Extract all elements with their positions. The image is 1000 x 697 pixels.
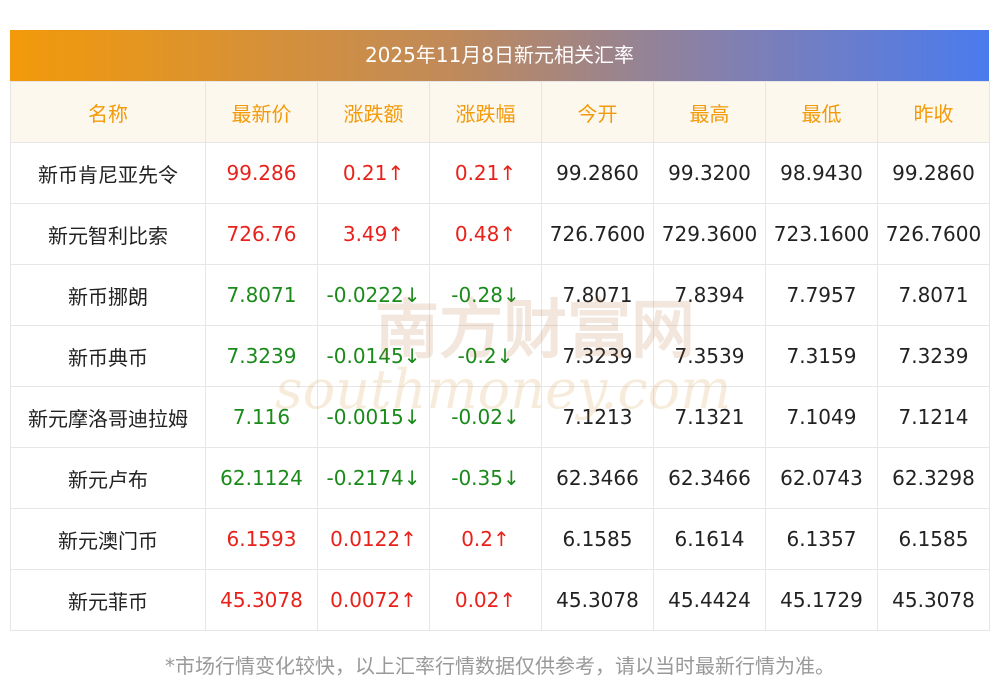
cell-latest: 45.3078 — [205, 569, 318, 631]
table-body: 新币肯尼亚先令 99.286 0.21↑ 0.21↑ 99.2860 99.32… — [10, 142, 990, 631]
cell-name: 新币典币 — [10, 325, 206, 387]
table-row: 新币挪朗 7.8071 -0.0222↓ -0.28↓ 7.8071 7.839… — [10, 264, 990, 326]
header-name: 名称 — [10, 81, 206, 143]
cell-change: 3.49↑ — [317, 203, 430, 265]
cell-high: 729.3600 — [653, 203, 766, 265]
cell-prev: 62.3298 — [877, 447, 990, 509]
cell-low: 7.1049 — [765, 386, 878, 448]
cell-open: 7.8071 — [541, 264, 654, 326]
cell-open: 726.7600 — [541, 203, 654, 265]
cell-pct: 0.48↑ — [429, 203, 542, 265]
cell-prev: 99.2860 — [877, 142, 990, 204]
cell-name: 新元菲币 — [10, 569, 206, 631]
header-high: 最高 — [653, 81, 766, 143]
cell-open: 45.3078 — [541, 569, 654, 631]
cell-latest: 7.3239 — [205, 325, 318, 387]
cell-open: 62.3466 — [541, 447, 654, 509]
cell-latest: 7.116 — [205, 386, 318, 448]
cell-pct: -0.35↓ — [429, 447, 542, 509]
cell-name: 新元智利比索 — [10, 203, 206, 265]
cell-low: 723.1600 — [765, 203, 878, 265]
cell-change: -0.0015↓ — [317, 386, 430, 448]
cell-change: 0.21↑ — [317, 142, 430, 204]
rate-table: 名称 最新价 涨跌额 涨跌幅 今开 最高 最低 昨收 新币肯尼亚先令 99.28… — [10, 81, 990, 631]
header-pct: 涨跌幅 — [429, 81, 542, 143]
cell-high: 45.4424 — [653, 569, 766, 631]
cell-low: 7.3159 — [765, 325, 878, 387]
cell-name: 新元卢布 — [10, 447, 206, 509]
table-row: 新币典币 7.3239 -0.0145↓ -0.2↓ 7.3239 7.3539… — [10, 325, 990, 387]
cell-open: 99.2860 — [541, 142, 654, 204]
cell-low: 7.7957 — [765, 264, 878, 326]
disclaimer-note: *市场行情变化较快，以上汇率行情数据仅供参考，请以当时最新行情为准。 — [165, 654, 835, 678]
cell-name: 新元澳门币 — [10, 508, 206, 570]
table-row: 新元菲币 45.3078 0.0072↑ 0.02↑ 45.3078 45.44… — [10, 569, 990, 631]
table-title: 2025年11月8日新元相关汇率 — [10, 30, 989, 81]
header-row: 名称 最新价 涨跌额 涨跌幅 今开 最高 最低 昨收 — [10, 81, 990, 143]
cell-high: 7.1321 — [653, 386, 766, 448]
cell-pct: -0.02↓ — [429, 386, 542, 448]
cell-pct: -0.2↓ — [429, 325, 542, 387]
cell-pct: -0.28↓ — [429, 264, 542, 326]
cell-prev: 726.7600 — [877, 203, 990, 265]
header-change: 涨跌额 — [317, 81, 430, 143]
cell-change: -0.0145↓ — [317, 325, 430, 387]
header-open: 今开 — [541, 81, 654, 143]
cell-prev: 45.3078 — [877, 569, 990, 631]
header-latest: 最新价 — [205, 81, 318, 143]
cell-prev: 7.1214 — [877, 386, 990, 448]
cell-change: 0.0122↑ — [317, 508, 430, 570]
header-low: 最低 — [765, 81, 878, 143]
cell-name: 新币挪朗 — [10, 264, 206, 326]
cell-prev: 7.3239 — [877, 325, 990, 387]
cell-high: 6.1614 — [653, 508, 766, 570]
table-row: 新币肯尼亚先令 99.286 0.21↑ 0.21↑ 99.2860 99.32… — [10, 142, 990, 204]
cell-latest: 7.8071 — [205, 264, 318, 326]
table-row: 新元智利比索 726.76 3.49↑ 0.48↑ 726.7600 729.3… — [10, 203, 990, 265]
cell-latest: 726.76 — [205, 203, 318, 265]
cell-prev: 6.1585 — [877, 508, 990, 570]
cell-change: -0.0222↓ — [317, 264, 430, 326]
table-row: 新元摩洛哥迪拉姆 7.116 -0.0015↓ -0.02↓ 7.1213 7.… — [10, 386, 990, 448]
cell-open: 7.3239 — [541, 325, 654, 387]
cell-high: 62.3466 — [653, 447, 766, 509]
cell-pct: 0.2↑ — [429, 508, 542, 570]
cell-latest: 6.1593 — [205, 508, 318, 570]
cell-pct: 0.21↑ — [429, 142, 542, 204]
cell-pct: 0.02↑ — [429, 569, 542, 631]
table-row: 新元卢布 62.1124 -0.2174↓ -0.35↓ 62.3466 62.… — [10, 447, 990, 509]
rate-table-container: 2025年11月8日新元相关汇率 名称 最新价 涨跌额 涨跌幅 今开 最高 最低… — [10, 30, 990, 631]
cell-high: 7.8394 — [653, 264, 766, 326]
cell-low: 45.1729 — [765, 569, 878, 631]
cell-name: 新币肯尼亚先令 — [10, 142, 206, 204]
cell-prev: 7.8071 — [877, 264, 990, 326]
cell-open: 6.1585 — [541, 508, 654, 570]
cell-open: 7.1213 — [541, 386, 654, 448]
cell-low: 98.9430 — [765, 142, 878, 204]
cell-latest: 99.286 — [205, 142, 318, 204]
cell-latest: 62.1124 — [205, 447, 318, 509]
table-row: 新元澳门币 6.1593 0.0122↑ 0.2↑ 6.1585 6.1614 … — [10, 508, 990, 570]
header-prev: 昨收 — [877, 81, 990, 143]
cell-change: 0.0072↑ — [317, 569, 430, 631]
cell-low: 62.0743 — [765, 447, 878, 509]
cell-high: 99.3200 — [653, 142, 766, 204]
cell-name: 新元摩洛哥迪拉姆 — [10, 386, 206, 448]
cell-high: 7.3539 — [653, 325, 766, 387]
cell-change: -0.2174↓ — [317, 447, 430, 509]
cell-low: 6.1357 — [765, 508, 878, 570]
